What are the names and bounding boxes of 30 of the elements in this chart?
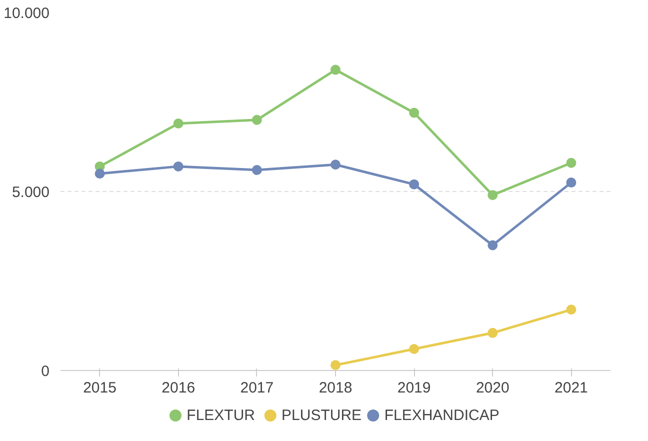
legend-label: FLEXHANDICAP [384, 407, 500, 424]
point [252, 165, 262, 176]
point [173, 118, 184, 128]
y-tick-label: 0 [41, 363, 50, 380]
legend-label: FLEXTUR [186, 407, 256, 424]
x-tick-label: 2017 [240, 380, 274, 396]
x-tick-label: 2016 [162, 380, 196, 396]
point [330, 160, 340, 170]
x-tick-label: 2019 [397, 380, 431, 396]
x-tick-label: 2015 [83, 380, 116, 396]
point [330, 64, 340, 75]
point [488, 190, 498, 200]
point [409, 179, 420, 190]
point [94, 168, 105, 179]
x-tick-label: 2020 [476, 380, 510, 396]
point [488, 328, 498, 338]
y-tick-label: 5.000 [12, 184, 50, 201]
point [252, 114, 262, 125]
point [409, 108, 420, 118]
point [173, 161, 184, 172]
point [566, 178, 576, 188]
point [488, 240, 498, 250]
legend-label: PLUSTURE [282, 407, 362, 424]
point [330, 360, 340, 370]
point [566, 304, 576, 315]
point [566, 158, 576, 168]
y-tick-label: 10.000 [4, 5, 50, 22]
point [409, 344, 420, 354]
x-tick-label: 2018 [318, 380, 352, 396]
x-tick-label: 2021 [554, 380, 588, 396]
